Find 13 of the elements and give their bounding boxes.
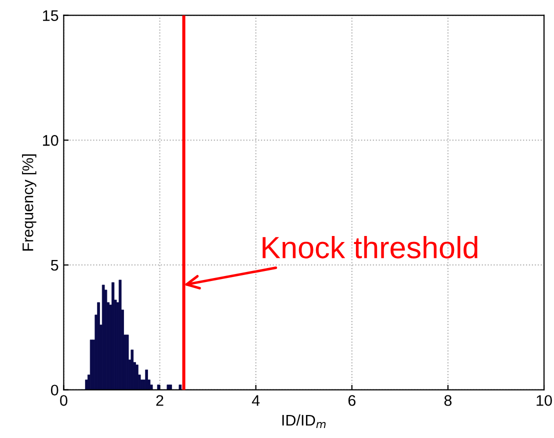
x-tick-label: 4 bbox=[252, 395, 260, 406]
x-tick-label: 10 bbox=[536, 395, 552, 406]
x-tick-label: 8 bbox=[444, 395, 452, 406]
x-tick-label: 0 bbox=[60, 395, 68, 406]
annotation: Knock threshold bbox=[262, 236, 478, 258]
x-tick-label: 2 bbox=[156, 395, 164, 406]
x-tick-label: 6 bbox=[348, 395, 356, 406]
x-axis-title: ID/ID$_{m}$ bbox=[282, 414, 326, 428]
y-tick-label: 10 bbox=[43, 135, 58, 146]
y-tick-label: 5 bbox=[50, 260, 58, 271]
y-axis-title: Frequency [%] bbox=[22, 154, 36, 251]
y-tick-label: 15 bbox=[43, 10, 58, 22]
y-tick-label: 0 bbox=[50, 384, 58, 396]
